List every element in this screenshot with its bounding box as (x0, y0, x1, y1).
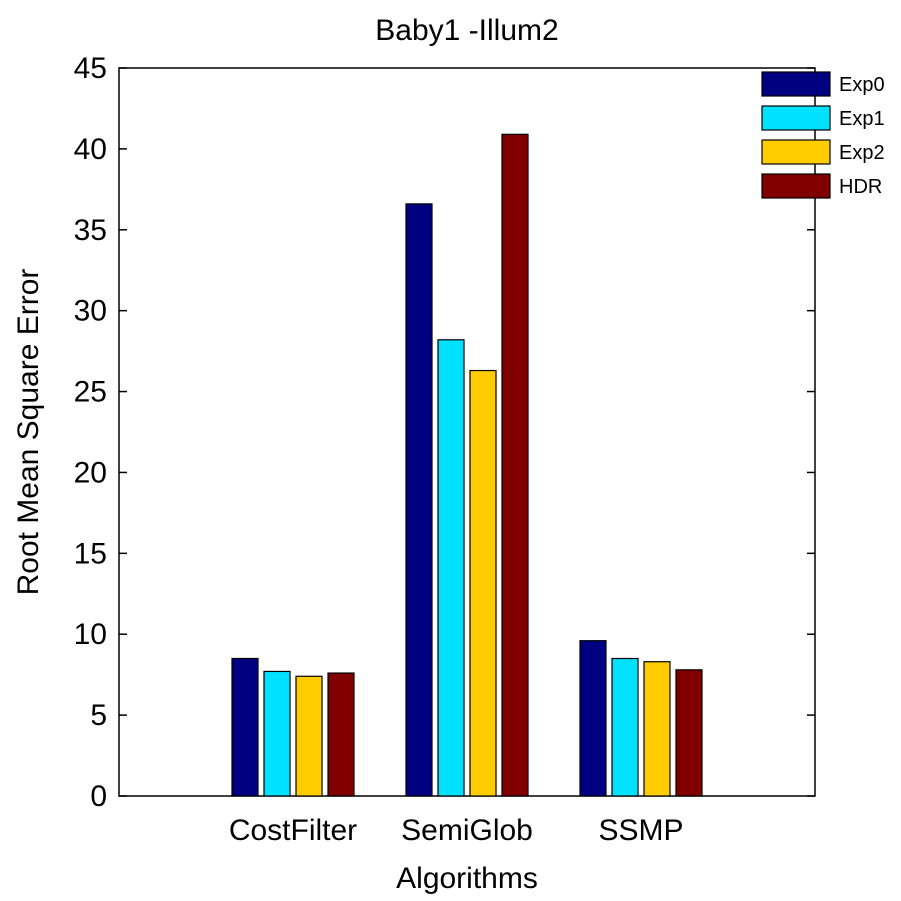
bars (231, 133, 703, 797)
bar-exp1-ssmp (611, 657, 639, 797)
bar-exp1-costfilter (263, 670, 291, 797)
bar-exp0-semiglob (405, 203, 433, 797)
y-axis-title: Root Mean Square Error (12, 269, 45, 596)
y-tick-label: 35 (74, 214, 107, 247)
plot-frame (118, 67, 816, 797)
y-tick-label: 15 (74, 537, 107, 570)
y-tick-label: 30 (74, 295, 107, 328)
legend: Exp0 Exp1 Exp2 HDR (761, 71, 885, 199)
y-tick-label: 45 (74, 52, 107, 85)
y-tick-label: 10 (74, 618, 107, 651)
plot-area (118, 67, 816, 797)
y-tick-label: 20 (74, 456, 107, 489)
bar-hdr-costfilter (327, 672, 355, 797)
x-axis-title: Algorithms (396, 862, 538, 895)
legend-swatch-exp0 (761, 71, 831, 97)
x-tick-label: SemiGlob (401, 814, 533, 847)
x-tick-label: CostFilter (229, 814, 357, 847)
chart-title: Baby1 -Illum2 (375, 14, 558, 47)
legend-label: Exp2 (839, 142, 885, 164)
bar-exp0-ssmp (579, 640, 607, 797)
y-axis: 0 5 10 15 20 25 30 35 40 45 (74, 52, 815, 813)
y-tick-label: 5 (90, 699, 107, 732)
bar-exp2-semiglob (469, 369, 497, 797)
y-tick-label: 40 (74, 133, 107, 166)
legend-label: Exp1 (839, 108, 885, 130)
legend-swatch-exp2 (761, 139, 831, 165)
x-axis: CostFilter SemiGlob SSMP (229, 814, 684, 847)
legend-label: Exp0 (839, 74, 885, 96)
y-tick-label: 25 (74, 376, 107, 409)
bar-exp2-costfilter (295, 675, 323, 797)
bar-exp0-costfilter (231, 657, 259, 797)
bar-exp1-semiglob (437, 339, 465, 797)
legend-swatch-hdr (761, 173, 831, 199)
x-tick-label: SSMP (598, 814, 683, 847)
legend-label: HDR (839, 176, 882, 198)
legend-swatch-exp1 (761, 105, 831, 131)
y-tick-label: 0 (90, 780, 107, 813)
bar-hdr-semiglob (501, 133, 529, 797)
bar-exp2-ssmp (643, 661, 671, 797)
bar-hdr-ssmp (675, 669, 703, 797)
